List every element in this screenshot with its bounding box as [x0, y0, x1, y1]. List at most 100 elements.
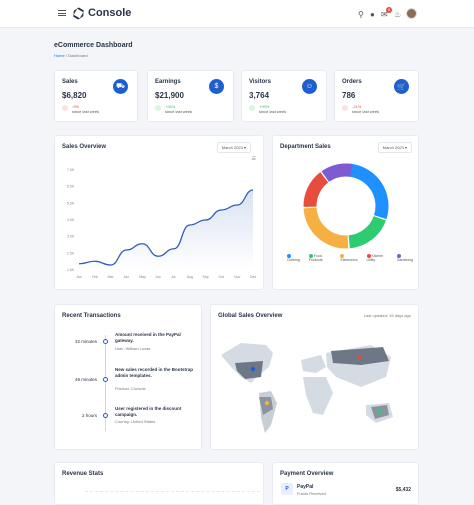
tx-title: New sales recorded in the Bootstrap admi… [115, 367, 194, 378]
tx-time: 49 minutes [74, 377, 97, 382]
card-title: Sales Overview [62, 144, 107, 150]
card-title: Payment Overview [280, 471, 334, 477]
sales-chart: 1.5K 2.5K 3.5K 4.5K 5.5K 6.5K 7.5K Jan Feb Mar Apr… [67, 168, 256, 279]
x-tick-label: Jul [171, 275, 176, 279]
pie-slice [303, 172, 329, 208]
tx-title: Amount received in the PayPal gateway. [115, 332, 181, 343]
timeline-line [105, 335, 106, 431]
theme-icon[interactable]: ● [370, 10, 375, 19]
stat-change: +26% [165, 104, 176, 109]
period-dropdown[interactable]: March 2023 ▾ [377, 142, 412, 153]
global-sales-card: Global Sales Overview Last updated: 15 d… [210, 304, 419, 450]
paypal-icon: P [281, 483, 293, 495]
area-fill [79, 190, 253, 270]
trend-up-icon [155, 105, 161, 111]
stat-change: -21% [352, 104, 362, 109]
legend-item: Kitchen Utility [366, 254, 384, 263]
top-bar: Console ⚲ ● ✉ 8 ♨ [0, 0, 474, 28]
stat-period: since last week [259, 109, 287, 114]
map-marker [250, 366, 256, 372]
stat-value: $21,900 [155, 91, 184, 100]
world-map [221, 343, 393, 433]
pie-slice [348, 215, 386, 249]
x-tick-label: Aug [187, 275, 193, 279]
trend-down-icon [342, 105, 348, 111]
period-dropdown[interactable]: March 2023 ▾ [216, 142, 251, 153]
x-tick-label: Nov [234, 275, 240, 279]
stat-card-visitors: Visitors 3,764 +99% since last week ☺ [241, 70, 327, 122]
x-tick-label: Apr [123, 275, 129, 279]
stat-label: Visitors [249, 79, 271, 85]
stat-label: Sales [62, 79, 78, 85]
europe-region [301, 355, 326, 373]
payment-sub: Funds Received [297, 491, 326, 496]
stat-value: $6,820 [62, 91, 87, 100]
card-title: Global Sales Overview [218, 313, 283, 319]
dollar-icon: $ [209, 79, 224, 94]
stat-card-sales: Sales $6,820 -9% since last week ⛟ [54, 70, 138, 122]
tx-sub: Product: Console [115, 386, 146, 391]
breadcrumb-current: Dashboard [68, 53, 88, 58]
menu-icon[interactable]: ☰ [251, 156, 256, 162]
chart-legend: Clothing Food Products Electronics Kitchen … [287, 254, 418, 262]
truck-icon: ⛟ [113, 79, 128, 94]
tx-title: User registered in the discount campaign… [115, 406, 182, 417]
breadcrumb: Home / Dashboard [54, 53, 88, 58]
payment-name: PayPal [297, 484, 314, 490]
pie-slice [345, 163, 389, 220]
timeline-dot [103, 377, 108, 382]
user-icon: ☺ [302, 79, 317, 94]
tx-time: 32 minutes [74, 339, 97, 344]
menu-icon[interactable] [58, 10, 66, 16]
stat-value: 3,764 [249, 91, 270, 100]
stat-card-earnings: Earnings $21,900 +26% since last week $ [147, 70, 234, 122]
payment-overview-card: Payment Overview P PayPal Funds Received… [272, 462, 419, 505]
tx-sub: Country: United States [115, 419, 156, 424]
brazil-region [259, 397, 273, 415]
map-marker [264, 400, 270, 406]
x-tick-label: May [139, 275, 146, 279]
stat-period: since last week [72, 109, 100, 114]
trend-up-icon [249, 105, 255, 111]
pie-slice [303, 207, 349, 249]
x-tick-label: Feb [92, 275, 98, 279]
x-tick-label: Jun [155, 275, 161, 279]
series-line [78, 189, 254, 266]
africa-region [303, 377, 333, 415]
map-marker [376, 408, 382, 414]
y-tick-label: 7.5K [67, 168, 75, 172]
breadcrumb-home[interactable]: Home [54, 53, 65, 58]
timeline-dot [103, 413, 108, 418]
usa-region [235, 361, 263, 379]
pie-slice [321, 163, 352, 183]
tx-sub: User: William Lucas [115, 346, 151, 351]
y-tick-label: 4.5K [67, 218, 75, 222]
card-title: Department Sales [280, 144, 331, 150]
stat-change: -9% [72, 104, 80, 109]
cart-icon: 🛒 [394, 79, 409, 94]
legend-item: Food Products [308, 254, 323, 263]
map-marker [356, 354, 362, 360]
stat-card-orders: Orders 786 -21% since last week 🛒 [334, 70, 419, 122]
y-tick-label: 5.5K [67, 201, 75, 205]
card-title: Revenue Stats [62, 471, 104, 477]
search-icon[interactable]: ⚲ [358, 10, 364, 19]
payment-amount: $5,432 [395, 487, 411, 493]
bell-icon[interactable]: ♨ [394, 10, 402, 19]
y-tick-label: 2.5K [67, 251, 75, 255]
stat-label: Earnings [155, 79, 181, 85]
x-tick-label: Oct [218, 275, 223, 279]
card-title: Recent Transactions [62, 313, 121, 319]
logo[interactable]: Console [73, 7, 131, 19]
stat-change: +99% [259, 104, 270, 109]
x-tick-label: Mar [108, 275, 115, 279]
tx-time: 2 hours [81, 413, 97, 418]
logo-icon [71, 5, 86, 20]
stat-label: Orders [342, 79, 362, 85]
chat-icon[interactable]: ✉ [381, 10, 388, 19]
stat-value: 786 [342, 91, 356, 100]
avatar[interactable] [406, 8, 417, 19]
legend-item: Gardening [396, 254, 418, 262]
stat-period: since last week [352, 109, 380, 114]
revenue-stats-card: Revenue Stats [54, 462, 264, 505]
